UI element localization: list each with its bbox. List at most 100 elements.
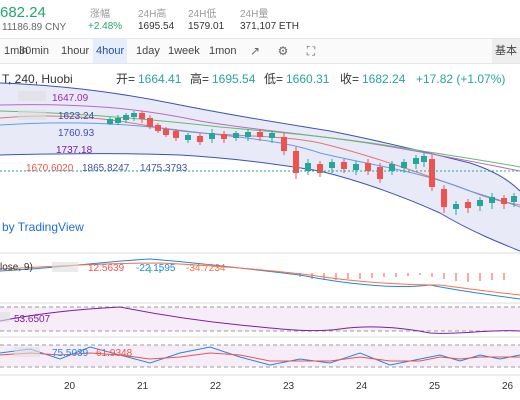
- basic-view-button[interactable]: 基本: [492, 39, 520, 63]
- candle: [413, 158, 419, 164]
- legend: T, 240, Huobi 开= 1664.41 高= 1695.54 低= 1…: [2, 71, 505, 86]
- settings-icon[interactable]: ⚙: [277, 44, 289, 58]
- candle: [139, 113, 145, 119]
- macd-line-value: -22.1595: [136, 263, 176, 274]
- candle: [329, 162, 335, 168]
- last-price: 682.24: [0, 4, 46, 21]
- tf-30min[interactable]: 30min: [19, 45, 49, 57]
- bollinger-upper: [0, 82, 520, 192]
- price-chart[interactable]: T, 240, Huobi 开= 1664.41 高= 1695.54 低= 1…: [0, 63, 520, 400]
- change-value: +2.48%: [88, 21, 123, 32]
- kd-pane: 75.5039 61.9348: [0, 344, 520, 368]
- ind3-value: 1760.93: [58, 128, 95, 139]
- candle: [245, 132, 251, 137]
- tf-1hour[interactable]: 1hour: [61, 45, 90, 57]
- compare-icon[interactable]: ↗: [249, 44, 261, 58]
- macd-line: [0, 258, 520, 300]
- fullscreen-icon[interactable]: ⛶: [306, 44, 316, 58]
- tf-1day[interactable]: 1day: [136, 45, 160, 57]
- indicator-controls-2: [18, 110, 46, 120]
- kd-k-value: 75.5039: [52, 348, 89, 359]
- legend-change: +17.82 (+1.07%): [416, 72, 505, 86]
- legend-high-label: 高=: [190, 71, 209, 86]
- kd-d-line: [0, 352, 520, 362]
- candle: [389, 164, 395, 171]
- candle: [257, 132, 263, 137]
- legend-open-label: 开=: [116, 72, 135, 86]
- candle: [501, 198, 507, 204]
- tradingview-watermark: by TradingView: [2, 220, 84, 234]
- x-tick: 22: [210, 381, 222, 392]
- x-tick: 21: [137, 381, 149, 392]
- x-tick: 24: [356, 381, 368, 392]
- rsi-line: [0, 306, 520, 334]
- candle: [465, 202, 471, 208]
- tf-1min[interactable]: 1min: [4, 45, 28, 57]
- legend-close: 1682.24: [362, 72, 406, 86]
- rsi-controls: [0, 312, 10, 322]
- indicator-labels: 1647.09 1623.24 1760.93 1737.18 1670.602…: [18, 91, 188, 174]
- tf-1mon[interactable]: 1mon: [209, 45, 237, 57]
- candle: [377, 167, 383, 179]
- ma-blue: [0, 122, 520, 208]
- tf-4hour[interactable]: 4hour: [93, 39, 128, 63]
- ind5-b: 1865.8247: [82, 163, 130, 174]
- candle: [155, 125, 161, 131]
- macd-pane: lose, 9) 12.5639 -22.1595 -34.7234: [0, 258, 520, 300]
- macd-hist-value: 12.5639: [88, 263, 125, 274]
- rsi-value: 53.6507: [14, 314, 51, 325]
- macd-histogram: [299, 273, 505, 282]
- candle: [441, 189, 447, 207]
- kd-k-line: [0, 346, 520, 366]
- candle: [511, 196, 517, 202]
- ticker-header: 682.24 11186.89 CNY 涨幅 +2.48% 24H高 1695.…: [0, 0, 520, 38]
- legend-symbol: T, 240, Huobi: [2, 72, 73, 86]
- ma-purple: [0, 104, 520, 172]
- ind2-value: 1623.24: [58, 111, 95, 122]
- legend-low-label: 低=: [264, 72, 283, 86]
- candle: [221, 134, 227, 139]
- x-tick: 25: [429, 381, 441, 392]
- ma-green: [0, 110, 520, 168]
- candle: [281, 137, 287, 151]
- candle: [453, 204, 459, 209]
- ind4-value: 1737.18: [56, 145, 93, 156]
- candle: [173, 131, 179, 138]
- macd-label: lose, 9): [0, 262, 33, 273]
- high-value: 1695.54: [138, 21, 175, 32]
- candle: [147, 118, 153, 127]
- macd-signal-value: -34.7234: [186, 263, 226, 274]
- macd-histogram-up: [149, 267, 161, 273]
- candle: [197, 136, 203, 142]
- volume-value: 371,107 ETH: [240, 21, 299, 32]
- kd-d-value: 61.9348: [96, 348, 133, 359]
- change-label: 涨幅: [90, 9, 110, 20]
- price-cny: 11186.89 CNY: [2, 22, 67, 33]
- x-tick: 20: [64, 381, 76, 392]
- candle: [131, 113, 137, 117]
- ind5-c: 1475.3793: [140, 163, 188, 174]
- candle: [107, 119, 113, 124]
- candle: [305, 163, 311, 171]
- rsi-pane: 53.6507: [0, 306, 520, 334]
- candles: [107, 111, 517, 215]
- low-label: 24H低: [188, 9, 217, 20]
- candle: [317, 164, 323, 173]
- macd-controls: [52, 262, 78, 272]
- candle: [163, 129, 169, 135]
- x-axis: 20 21 22 23 24 25 26: [64, 381, 514, 392]
- legend-high: 1695.54: [212, 72, 256, 86]
- candle: [421, 156, 427, 162]
- candle: [209, 133, 215, 139]
- signal-line: [0, 262, 520, 296]
- ind5-a: 1670.6020: [26, 163, 74, 174]
- chart-toolbar: 1min 30min 1hour 4hour 1day 1week 1mon ↗…: [0, 38, 520, 64]
- low-value: 1579.01: [188, 21, 225, 32]
- candle: [489, 197, 495, 203]
- ind1-value: 1647.09: [52, 93, 89, 104]
- legend-low: 1660.31: [286, 72, 330, 86]
- tf-1week[interactable]: 1week: [168, 45, 200, 57]
- candle: [233, 133, 239, 138]
- candle: [269, 133, 275, 138]
- candle: [341, 162, 347, 169]
